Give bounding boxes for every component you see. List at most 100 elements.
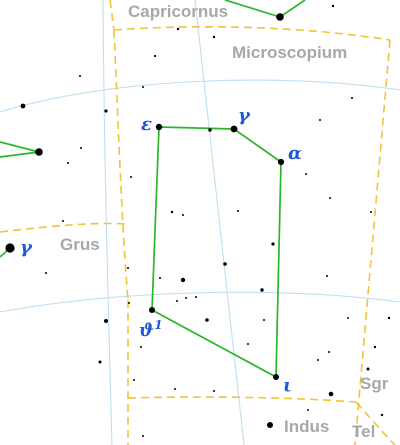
star xyxy=(370,211,372,213)
star xyxy=(5,243,15,253)
label-capricornus: Capricornus xyxy=(128,2,228,21)
label-alpha: α xyxy=(288,143,302,164)
star xyxy=(328,391,334,397)
star xyxy=(329,197,331,199)
star xyxy=(205,318,209,322)
star xyxy=(317,359,319,361)
label-indus: Indus xyxy=(284,417,329,436)
star xyxy=(128,302,130,304)
star xyxy=(45,272,47,274)
star xyxy=(267,422,273,428)
star xyxy=(305,173,307,175)
star xyxy=(133,379,135,381)
star xyxy=(149,307,155,313)
star xyxy=(80,147,82,149)
label-grus: Grus xyxy=(60,235,100,254)
star xyxy=(155,123,163,131)
star xyxy=(230,125,238,133)
figure-line xyxy=(158,126,235,130)
star xyxy=(35,148,43,156)
star xyxy=(328,351,330,353)
label-iota: ι xyxy=(283,375,292,396)
star xyxy=(271,242,275,246)
star xyxy=(347,317,349,319)
label-tel: Tel xyxy=(352,422,375,441)
star xyxy=(319,119,321,121)
star xyxy=(180,277,186,283)
star xyxy=(247,343,249,345)
ra-grid-line xyxy=(194,0,245,445)
label-theta1-superscript: 1 xyxy=(154,318,162,332)
constellation-figure xyxy=(0,0,306,378)
figure-line xyxy=(151,126,160,311)
ra-grid-line xyxy=(102,0,113,445)
boundary-line xyxy=(0,222,126,233)
star xyxy=(212,35,216,39)
boundary-line xyxy=(355,401,396,445)
star xyxy=(276,13,284,21)
star xyxy=(182,214,184,216)
dec-grid-line xyxy=(0,291,400,313)
star xyxy=(176,300,178,302)
star xyxy=(213,390,215,392)
star xyxy=(104,319,108,323)
boundary-line xyxy=(113,26,391,41)
boundary-line xyxy=(109,0,115,31)
figure-line xyxy=(279,0,306,18)
star xyxy=(142,435,144,437)
label-grus-gamma: γ xyxy=(20,237,33,258)
star xyxy=(307,409,309,411)
star xyxy=(195,296,197,298)
star xyxy=(140,346,142,348)
star xyxy=(170,210,174,214)
star-labels: ε γ α ϑ1 ι γ xyxy=(20,105,302,396)
star xyxy=(273,374,279,380)
star xyxy=(67,162,69,164)
star xyxy=(208,128,212,132)
star xyxy=(130,176,132,178)
boundary-line xyxy=(354,39,391,445)
star xyxy=(98,360,102,364)
star xyxy=(142,86,144,88)
star xyxy=(174,388,176,390)
boundary-line xyxy=(113,29,129,301)
figure-line xyxy=(224,0,281,18)
figure-line xyxy=(0,151,40,158)
star xyxy=(326,275,328,277)
star xyxy=(380,413,384,417)
stars xyxy=(5,4,391,437)
star xyxy=(263,319,265,321)
star xyxy=(237,210,239,212)
star xyxy=(20,103,26,109)
figure-line xyxy=(233,128,282,163)
label-gamma: γ xyxy=(238,105,251,126)
dec-grid-line xyxy=(0,79,400,113)
star xyxy=(373,345,377,349)
label-theta1-base: ϑ xyxy=(139,320,154,341)
star xyxy=(153,54,157,58)
label-microscopium: Microscopium xyxy=(232,43,347,62)
star xyxy=(62,220,64,222)
figure-line xyxy=(151,309,277,378)
star xyxy=(185,297,187,299)
star xyxy=(127,267,129,269)
star xyxy=(277,158,285,166)
star xyxy=(176,27,180,31)
star xyxy=(223,262,227,266)
figure-line xyxy=(0,141,40,153)
star xyxy=(104,109,108,113)
star xyxy=(351,97,353,99)
boundary-line xyxy=(127,396,357,403)
figure-line xyxy=(275,161,282,378)
constellation-labels: Capricornus Microscopium Grus Sgr Indus … xyxy=(60,2,389,441)
star xyxy=(387,316,391,320)
star xyxy=(331,4,335,8)
star xyxy=(366,367,370,371)
label-theta1: ϑ1 xyxy=(139,318,163,341)
label-epsilon: ε xyxy=(141,114,152,135)
star xyxy=(79,75,81,77)
star xyxy=(260,288,264,292)
